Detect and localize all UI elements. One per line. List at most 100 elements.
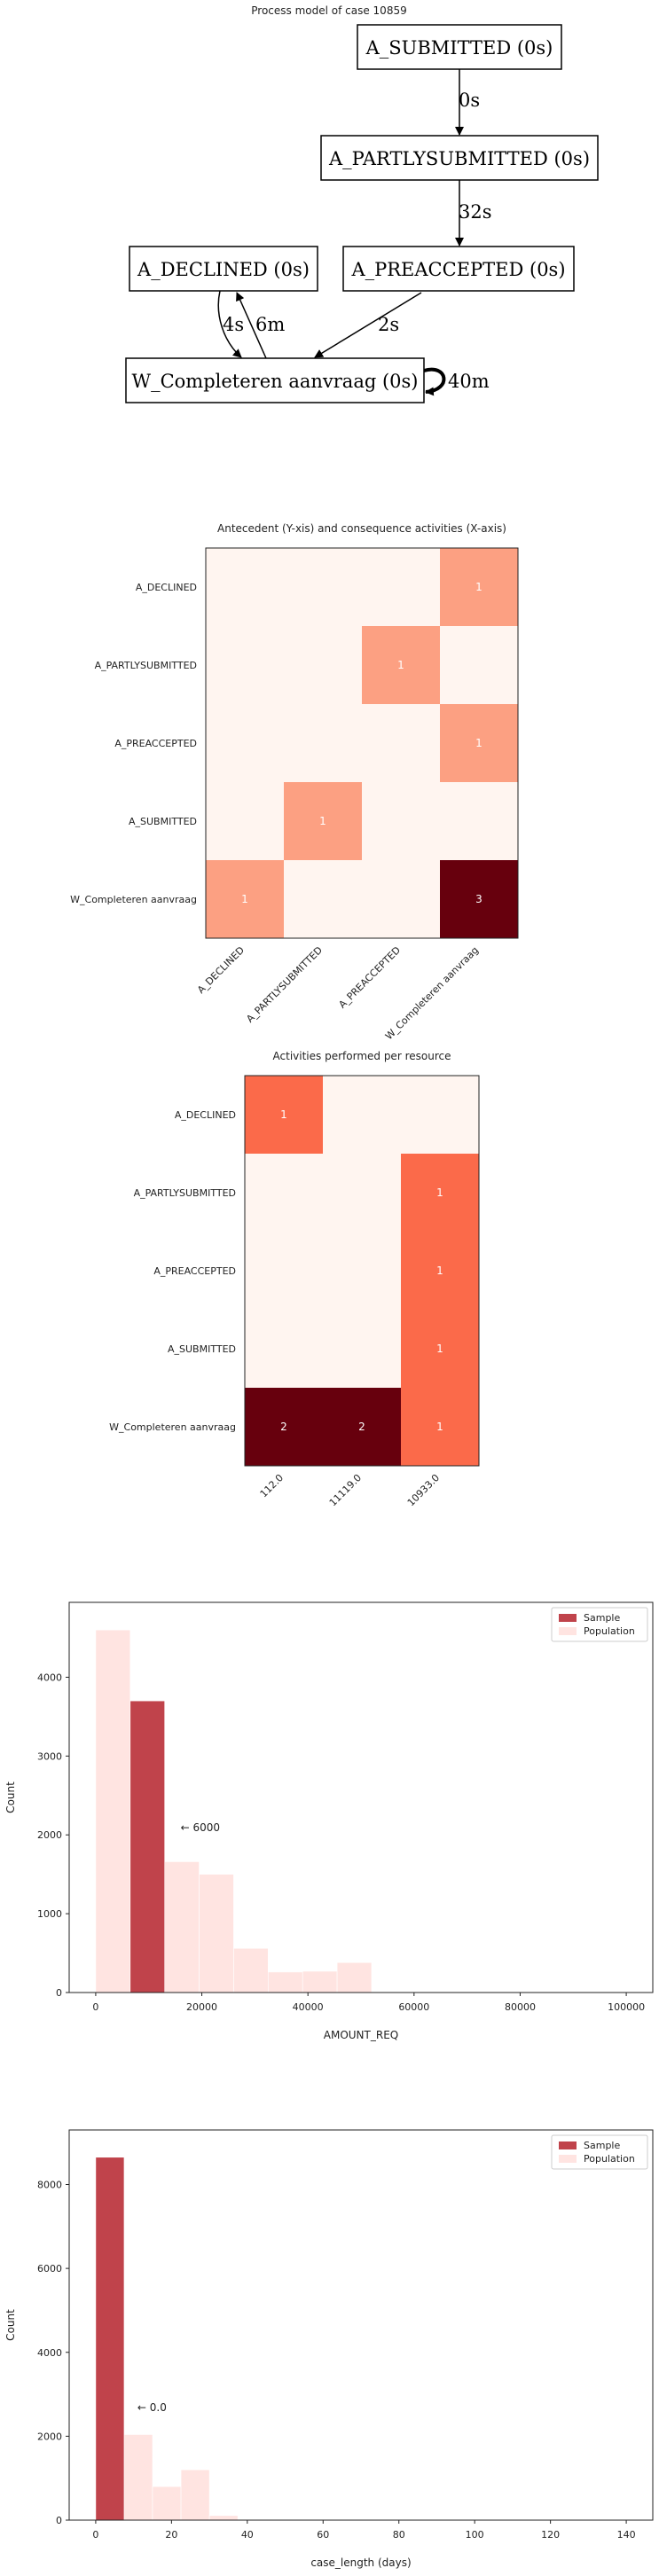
- resource-heatmap-cell: [323, 1310, 401, 1388]
- amount-histogram-legend-swatch-sample: [559, 1614, 577, 1622]
- transition-heatmap-cell: [206, 782, 284, 860]
- resource-heatmap-cell: [245, 1076, 323, 1154]
- caselength-histogram-y-tick-label: 6000: [37, 2263, 62, 2275]
- transition-heatmap-cell-label: 1: [475, 581, 482, 593]
- amount-histogram-bar-population: [199, 1874, 234, 1993]
- amount-histogram-x-tick-label: 20000: [186, 2001, 217, 2013]
- resource-heatmap-row-label: A_PREACCEPTED: [153, 1265, 236, 1277]
- caselength-histogram-x-axis-label: case_length (days): [310, 2556, 411, 2569]
- resource-heatmap-cell: [245, 1310, 323, 1388]
- transition-heatmap-cell-label: 1: [475, 737, 482, 749]
- process-model-graph: Process model of case 10859 A_SUBMITTED …: [125, 4, 599, 403]
- amount-histogram-y-tick-label: 4000: [37, 1672, 62, 1683]
- resource-heatmap-col-label: 112.0: [258, 1472, 286, 1499]
- edge-label: 0s: [459, 90, 480, 111]
- amount-histogram-panel: 0 20000 40000 60000 80000 100000 0 1000 2000 3000…: [0, 1578, 659, 2075]
- process-model-panel: Process model of case 10859 A_SUBMITTED …: [0, 0, 659, 461]
- transition-heatmap-cell-label: 1: [319, 815, 326, 827]
- amount-histogram-y-tick-label: 0: [56, 1987, 62, 1999]
- edge-completeren-declined: 6m: [236, 292, 285, 359]
- transition-heatmap-cell: [206, 860, 284, 938]
- caselength-histogram-x-tick-label: 0: [92, 2529, 98, 2541]
- resource-heatmap-row-label: W_Completeren aanvraag: [109, 1421, 236, 1433]
- transition-heatmap-cell: [284, 704, 362, 782]
- transition-heatmap-frame: [205, 547, 519, 939]
- transition-heatmap-cell: [206, 548, 284, 626]
- resource-heatmap-cell-label: 1: [280, 1108, 287, 1121]
- amount-histogram-bar-population: [268, 1971, 303, 1993]
- node-submitted: A_SUBMITTED (0s): [357, 24, 562, 70]
- caselength-histogram-x-tick-label: 60: [317, 2529, 329, 2541]
- transition-heatmap-col-label: A_DECLINED: [195, 944, 247, 996]
- amount-histogram-legend-swatch-population: [559, 1627, 577, 1635]
- amount-histogram-bar-population: [233, 1947, 269, 1993]
- caselength-histogram-x-tick-label: 40: [241, 2529, 254, 2541]
- transition-heatmap-cell-label: 3: [475, 893, 482, 905]
- transition-heatmap-row-label: A_PARTLYSUBMITTED: [95, 660, 197, 671]
- transition-heatmap-row-label: A_DECLINED: [136, 582, 197, 593]
- transition-heatmap-cell: [362, 704, 440, 782]
- edge-submitted-partly: 0s: [455, 69, 480, 136]
- amount-histogram-bar-population: [302, 1970, 338, 1993]
- node-partlysubmitted: A_PARTLYSUBMITTED (0s): [320, 135, 599, 181]
- amount-histogram-x-axis-label: AMOUNT_REQ: [324, 2029, 398, 2041]
- amount-histogram-y-tick-label: 3000: [37, 1750, 62, 1762]
- resource-heatmap-cell: [401, 1232, 479, 1310]
- resource-heatmap-frame: [244, 1075, 480, 1467]
- caselength-histogram-x-tick-label: 140: [617, 2529, 636, 2541]
- caselength-histogram-x-tick-label: 80: [393, 2529, 405, 2541]
- amount-histogram-x-tick-label: 80000: [505, 2001, 536, 2013]
- resource-heatmap-cell: [323, 1388, 401, 1466]
- transition-heatmap-col-label: A_PARTLYSUBMITTED: [244, 944, 325, 1025]
- transition-heatmap-cell: [440, 548, 518, 626]
- resource-heatmap-row-label: A_DECLINED: [175, 1109, 236, 1121]
- amount-histogram-y-axis-label: Count: [4, 1781, 17, 1813]
- resource-heatmap-cell-label: 2: [358, 1421, 365, 1433]
- node-completeren: W_Completeren aanvraag (0s): [125, 357, 425, 403]
- resource-heatmap-cell: [323, 1232, 401, 1310]
- transition-heatmap-cell: [362, 782, 440, 860]
- edge-label: 6m: [255, 314, 285, 335]
- transition-heatmap-cell: [362, 860, 440, 938]
- resource-heatmap-cell-label: 1: [436, 1343, 443, 1355]
- edge-label: 40m: [448, 371, 490, 392]
- resource-heatmap-cell-label: 2: [280, 1421, 287, 1433]
- caselength-histogram-bar-population: [123, 2434, 153, 2521]
- caselength-histogram-y-tick-label: 0: [56, 2515, 62, 2526]
- amount-histogram-x-tick-label: 60000: [398, 2001, 429, 2013]
- resource-heatmap-cell: [401, 1154, 479, 1232]
- resource-heatmap-row-label: A_PARTLYSUBMITTED: [134, 1187, 236, 1199]
- node-declined: A_DECLINED (0s): [129, 246, 318, 292]
- caselength-histogram-panel: 0 20 40 60 80 100 120 140 0 2000 4000 6000 8000 case_…: [0, 2110, 659, 2572]
- resource-heatmap-cell: [245, 1388, 323, 1466]
- transition-heatmap-col-label: A_PREACCEPTED: [336, 944, 403, 1011]
- amount-histogram-bar-population: [95, 1629, 131, 1993]
- transition-heatmap-col-label: W_Completeren aanvraag: [383, 944, 481, 1042]
- edge-label: 2s: [378, 314, 399, 335]
- caselength-histogram-y-tick-label: 2000: [37, 2431, 62, 2442]
- edge-label: 32s: [459, 201, 492, 223]
- transition-heatmap-row-label: A_PREACCEPTED: [114, 738, 197, 749]
- transition-heatmap-cell: [362, 548, 440, 626]
- resource-heatmap-cell: [323, 1076, 401, 1154]
- amount-histogram-legend-label-population: Population: [584, 1625, 635, 1637]
- caselength-histogram-bar-population: [180, 2469, 210, 2521]
- transition-heatmap-title: Antecedent (Y-xis) and consequence activ…: [217, 522, 506, 535]
- transition-heatmap-cell: [206, 704, 284, 782]
- transition-heatmap-cell: [284, 782, 362, 860]
- resource-heatmap-cell-label: 1: [436, 1186, 443, 1199]
- resource-heatmap: Activities performed per resource 1 A_DECL…: [109, 1050, 480, 1508]
- transition-heatmap-cell: [284, 860, 362, 938]
- caselength-histogram-frame: [68, 2129, 654, 2521]
- amount-histogram-bar-population: [336, 1961, 373, 1993]
- transition-heatmap-cell: [206, 626, 284, 704]
- caselength-histogram-annotation: ← 0.0: [137, 2401, 167, 2414]
- caselength-histogram-x-tick-label: 100: [466, 2529, 484, 2541]
- resource-heatmap-cell: [245, 1232, 323, 1310]
- edge-preaccepted-completeren: 2s: [314, 292, 422, 358]
- amount-histogram-annotation: ← 6000: [181, 1821, 220, 1834]
- node-label-partlysubmitted: A_PARTLYSUBMITTED (0s): [328, 148, 590, 169]
- amount-histogram-frame: [68, 1601, 654, 1993]
- resource-heatmap-title: Activities performed per resource: [273, 1050, 451, 1062]
- amount-histogram-x-tick-label: 40000: [293, 2001, 324, 2013]
